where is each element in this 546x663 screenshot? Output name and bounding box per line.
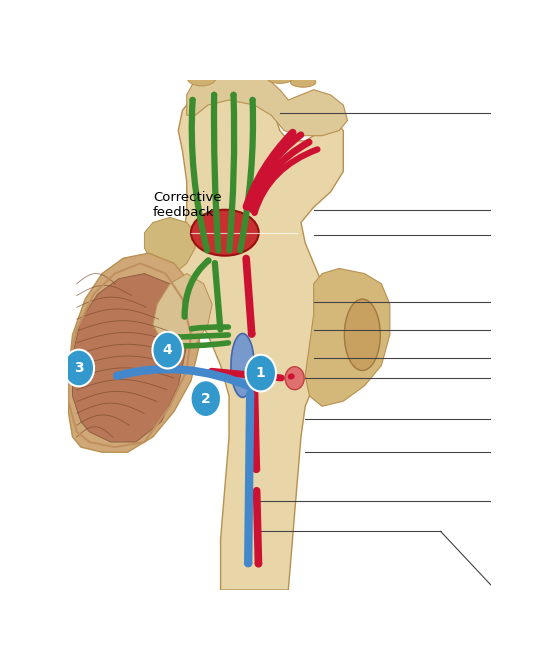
Ellipse shape bbox=[211, 59, 243, 74]
FancyArrowPatch shape bbox=[246, 259, 252, 334]
FancyArrowPatch shape bbox=[185, 261, 209, 317]
Circle shape bbox=[191, 381, 221, 417]
FancyArrowPatch shape bbox=[240, 100, 253, 251]
Polygon shape bbox=[153, 274, 212, 350]
Circle shape bbox=[63, 349, 94, 387]
Ellipse shape bbox=[290, 77, 316, 88]
Ellipse shape bbox=[191, 210, 259, 256]
Polygon shape bbox=[305, 269, 390, 406]
Text: 1: 1 bbox=[256, 366, 266, 380]
Polygon shape bbox=[73, 274, 187, 442]
FancyArrowPatch shape bbox=[254, 391, 257, 469]
FancyArrowPatch shape bbox=[246, 133, 293, 207]
FancyArrowPatch shape bbox=[229, 95, 234, 251]
Ellipse shape bbox=[345, 299, 381, 371]
FancyArrowPatch shape bbox=[212, 371, 281, 378]
Text: 2: 2 bbox=[201, 392, 211, 406]
Ellipse shape bbox=[285, 367, 304, 390]
FancyArrowPatch shape bbox=[248, 394, 250, 563]
FancyArrowPatch shape bbox=[254, 149, 317, 213]
FancyArrowPatch shape bbox=[179, 335, 228, 337]
Ellipse shape bbox=[240, 62, 269, 76]
Text: Corrective
feedback: Corrective feedback bbox=[153, 191, 222, 219]
Ellipse shape bbox=[266, 71, 294, 84]
Circle shape bbox=[152, 332, 183, 369]
Circle shape bbox=[246, 355, 276, 391]
FancyArrowPatch shape bbox=[214, 95, 218, 251]
Polygon shape bbox=[187, 64, 348, 136]
FancyArrowPatch shape bbox=[257, 491, 258, 564]
FancyArrowPatch shape bbox=[117, 369, 252, 387]
FancyArrowPatch shape bbox=[192, 327, 228, 329]
Ellipse shape bbox=[187, 68, 216, 86]
FancyArrowPatch shape bbox=[250, 135, 301, 207]
FancyArrowPatch shape bbox=[169, 343, 228, 346]
Polygon shape bbox=[68, 253, 199, 452]
Ellipse shape bbox=[231, 333, 254, 397]
FancyArrowPatch shape bbox=[192, 100, 207, 251]
FancyArrowPatch shape bbox=[252, 142, 309, 210]
Text: 4: 4 bbox=[163, 343, 173, 357]
FancyArrowPatch shape bbox=[215, 263, 221, 330]
Polygon shape bbox=[144, 217, 195, 274]
Text: 3: 3 bbox=[74, 361, 84, 375]
Polygon shape bbox=[178, 80, 343, 590]
